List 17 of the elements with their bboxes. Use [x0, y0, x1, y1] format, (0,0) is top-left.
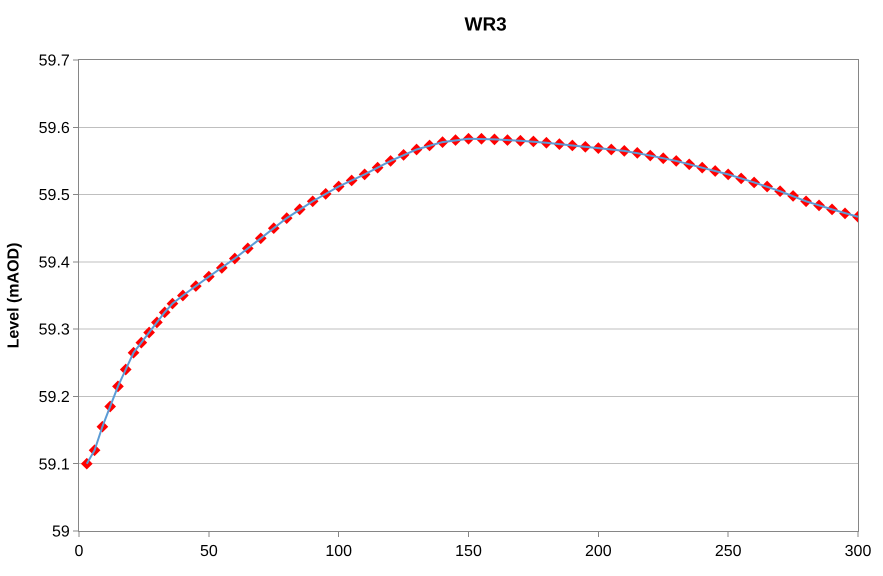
chart-title: WR3	[464, 14, 507, 36]
y-tick-label: 59.4	[38, 254, 70, 272]
x-tick-label: 50	[200, 543, 218, 560]
x-tick-label: 100	[325, 543, 352, 560]
y-axis-title: Level (mAOD)	[6, 242, 23, 348]
y-tick-label: 59.2	[38, 389, 70, 406]
x-tick-label: 200	[584, 543, 612, 560]
y-tick-label: 59	[52, 524, 70, 541]
x-tick-label: 300	[844, 543, 872, 560]
x-tick-label: 250	[714, 543, 742, 560]
x-tick-label: 150	[455, 543, 482, 560]
y-tick-label: 59.1	[38, 456, 70, 474]
y-tick-label: 59.3	[38, 322, 70, 339]
y-tick-label: 59.6	[38, 120, 70, 137]
x-tick-label: 0	[74, 543, 84, 560]
y-tick-label: 59.7	[38, 52, 70, 70]
y-tick-label: 59.5	[38, 187, 70, 204]
